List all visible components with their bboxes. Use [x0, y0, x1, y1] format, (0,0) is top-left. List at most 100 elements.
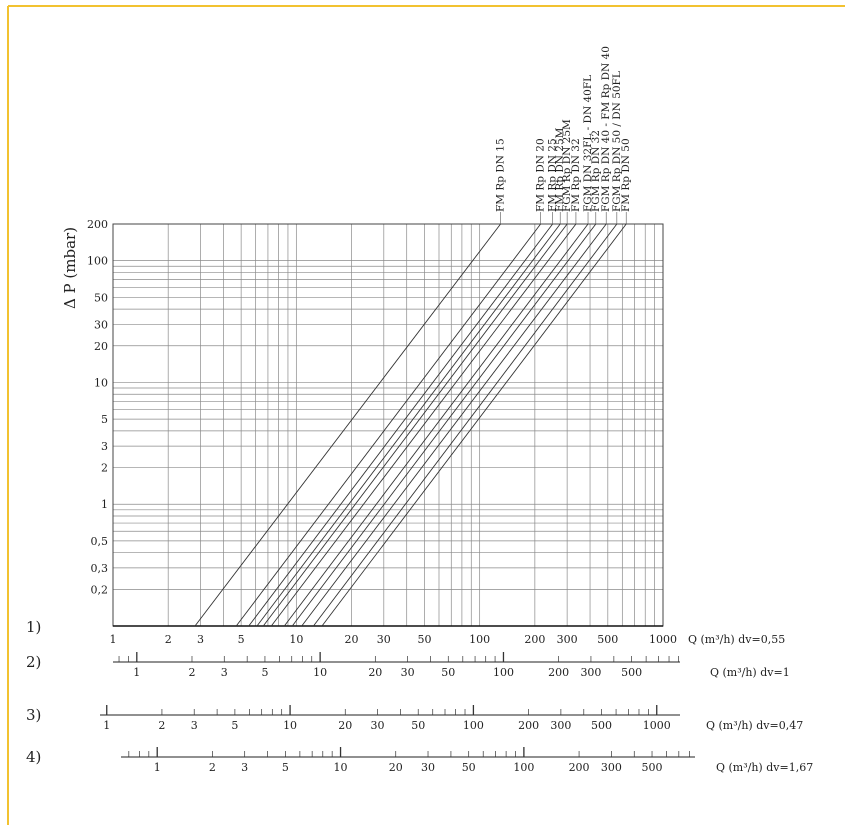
series-label: FGM Rp DN 25M [561, 119, 573, 212]
y-tick-label: 50 [94, 291, 108, 304]
scale-label: 3) [26, 706, 41, 724]
x-tick-label: 100 [469, 633, 490, 646]
alt-scale-tick-label: 50 [441, 666, 455, 679]
x-tick-label: 20 [345, 633, 359, 646]
series-line [270, 223, 577, 627]
x-tick-label: 2 [165, 633, 172, 646]
alt-scale-tick-label: 500 [621, 666, 642, 679]
x-tick-label: 10 [289, 633, 303, 646]
y-tick-label: 5 [101, 413, 108, 426]
x-tick-label: 300 [557, 633, 578, 646]
y-tick-label: 0,5 [91, 535, 109, 548]
y-tick-label: 2 [101, 462, 108, 475]
alt-scale-tick-label: 20 [368, 666, 382, 679]
x-tick-label: 1 [110, 633, 117, 646]
x-tick-label: 200 [524, 633, 545, 646]
alt-scale-tick-label: 1 [103, 719, 110, 732]
series-label: FGM DN 32FL - DN 40FL [582, 75, 594, 212]
alt-scale-unit-label: Q (m³/h) dv=1 [710, 666, 790, 679]
x-tick-label: 500 [597, 633, 618, 646]
series-line [283, 223, 589, 627]
series-label: FGM Rp DN 50 / DN 50FL [611, 71, 623, 212]
alt-scale-tick-label: 50 [462, 761, 476, 774]
series-line [235, 223, 541, 627]
series-line [291, 223, 597, 627]
series-label: FGM Rp DN 32 [590, 130, 602, 212]
y-tick-label: 200 [87, 218, 108, 231]
alt-scale-tick-label: 2 [188, 666, 195, 679]
series-label: FM Rp DN 25M [554, 127, 566, 212]
scale-label-1: 1) [26, 618, 41, 636]
series-line [301, 223, 607, 627]
series-line [194, 223, 501, 627]
y-tick-label: 20 [94, 340, 108, 353]
alt-scale-unit-label: Q (m³/h) dv=1,67 [716, 761, 813, 774]
alt-scale-tick-label: 3 [241, 761, 248, 774]
x-tick-label: 1000 [649, 633, 677, 646]
alt-scale-tick-label: 30 [371, 719, 385, 732]
series-line [321, 223, 627, 627]
alt-scale-tick-label: 5 [261, 666, 268, 679]
chart-curves [194, 223, 627, 627]
alt-scale-tick-label: 100 [493, 666, 514, 679]
alt-scale-row: 1 2 3 5 10 20 30 50 100 200 300 500 1000 3) Q (m³/h) d… [26, 705, 803, 732]
alt-scale-tick-label: 20 [389, 761, 403, 774]
series-line [313, 223, 618, 627]
alt-scale-tick-label: 200 [569, 761, 590, 774]
alt-scale-unit-label: Q (m³/h) dv=0,47 [706, 719, 803, 732]
y-tick-label: 1 [101, 498, 108, 511]
series-label: FGM Rp DN 40 - FM Rp DN 40 [600, 46, 612, 212]
x-tick-label: 5 [238, 633, 245, 646]
scale-label: 4) [26, 748, 41, 766]
y-tick-label: 100 [87, 255, 108, 268]
alt-scale-tick-label: 2 [158, 719, 165, 732]
y-tick-label: 30 [94, 318, 108, 331]
y-tick-label: 0,2 [91, 583, 109, 596]
alt-scale-tick-label: 10 [313, 666, 327, 679]
alt-scale-tick-label: 3 [221, 666, 228, 679]
scale-label: 2) [26, 653, 41, 671]
alt-scale-tick-label: 500 [591, 719, 612, 732]
y-tick-label: 10 [94, 376, 108, 389]
alt-scale-tick-label: 5 [282, 761, 289, 774]
x-tick-label: 3 [197, 633, 204, 646]
alt-scale-tick-label: 30 [421, 761, 435, 774]
series-label: FM Rp DN 50 [620, 138, 632, 212]
x-tick-label: 50 [417, 633, 431, 646]
chart-grid [112, 223, 664, 627]
x-axis-scale-1: 1 2 3 5 10 20 30 50 100 200 300 500 1000 Q (m³/h) dv=… [26, 618, 785, 646]
alt-scale-tick-label: 50 [411, 719, 425, 732]
alt-scale-tick-label: 3 [191, 719, 198, 732]
alt-scale-tick-label: 2 [209, 761, 216, 774]
alt-scale-tick-label: 300 [550, 719, 571, 732]
x-tick-label: 30 [377, 633, 391, 646]
alt-scale-tick-label: 1000 [643, 719, 671, 732]
alt-scale-tick-label: 200 [548, 666, 569, 679]
alt-scale-tick-label: 1 [154, 761, 161, 774]
alt-scale-tick-label: 30 [401, 666, 415, 679]
series-line [256, 223, 561, 627]
alt-scale-tick-label: 10 [283, 719, 297, 732]
alt-scale-tick-label: 10 [334, 761, 348, 774]
series-label: FM Rp DN 20 [535, 138, 547, 212]
series-line [262, 223, 568, 627]
alt-scale-tick-label: 100 [463, 719, 484, 732]
alt-scale-tick-label: 5 [231, 719, 238, 732]
alt-scale-tick-label: 200 [518, 719, 539, 732]
alt-scale-tick-label: 20 [338, 719, 352, 732]
alt-scale-row: 1 2 3 5 10 20 30 50 100 200 300 500 2) Q (m³/h) dv=1 [26, 652, 790, 679]
series-label: FM Rp DN 25 [547, 138, 559, 212]
alt-scale-tick-label: 1 [133, 666, 140, 679]
y-tick-labels: 0,2 0,3 0,5 1 2 3 5 10 20 30 50 100 200 [87, 218, 108, 596]
series-line [248, 223, 553, 627]
y-tick-label: 0,3 [91, 562, 109, 575]
alt-scale-tick-label: 300 [580, 666, 601, 679]
series-label: FM Rp DN 32 [570, 138, 582, 212]
alt-scale-row: 1 2 3 5 10 20 30 50 100 200 300 500 4) Q (m³/h) dv=1,… [26, 747, 813, 774]
alt-scale-tick-label: 500 [642, 761, 663, 774]
y-axis-label: Δ P (mbar) [61, 227, 79, 309]
x-axis-unit-label: Q (m³/h) dv=0,55 [688, 633, 785, 646]
